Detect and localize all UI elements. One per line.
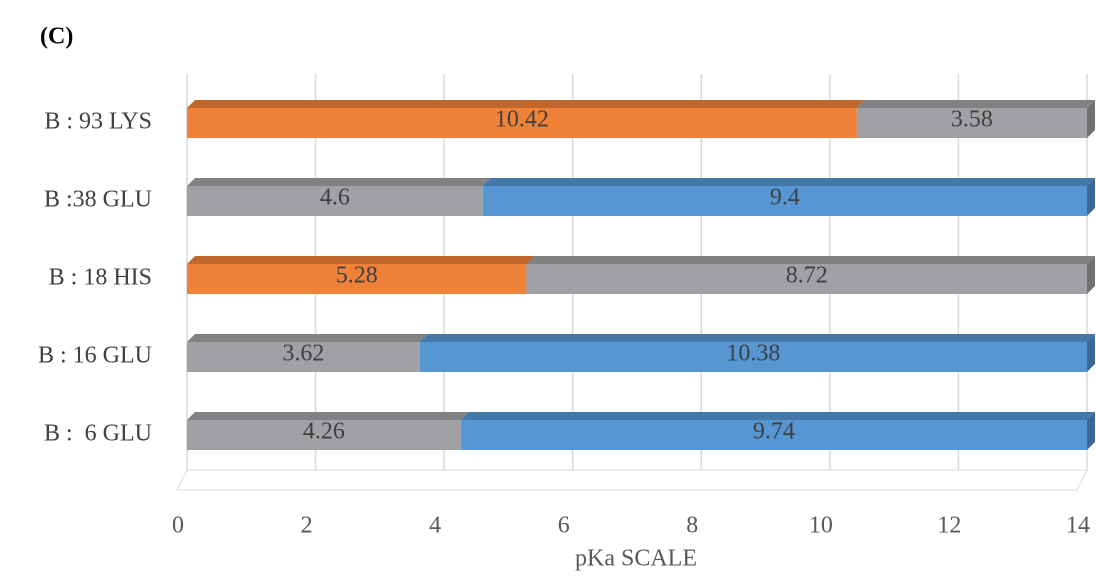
bar-top — [526, 256, 1095, 264]
data-label: 3.62 — [282, 341, 324, 367]
x-axis-title: pKa SCALE — [575, 546, 697, 572]
bar-top — [460, 412, 1095, 420]
y-tick-label: B : 18 HIS — [49, 265, 152, 291]
bar — [482, 186, 1087, 216]
bar — [187, 186, 483, 216]
bar — [187, 108, 857, 138]
bar — [187, 264, 527, 294]
y-tick-label: B : 6 GLU — [44, 421, 152, 447]
bar-side — [1087, 100, 1095, 138]
data-label: 9.74 — [753, 419, 795, 445]
data-label: 4.6 — [320, 185, 350, 211]
bar-top — [419, 334, 1095, 342]
x-tick-label: 12 — [937, 513, 961, 539]
x-tick-label: 10 — [809, 513, 833, 539]
data-label: 8.72 — [786, 263, 828, 289]
x-tick-label: 2 — [301, 513, 313, 539]
x-tick-label: 14 — [1066, 513, 1090, 539]
bar — [856, 108, 1087, 138]
data-label: 10.38 — [726, 341, 780, 367]
bar — [419, 342, 1087, 372]
bar-top — [482, 178, 1095, 186]
bar-top — [856, 100, 1095, 108]
bar-side — [1087, 256, 1095, 294]
bar — [187, 420, 461, 450]
floor — [176, 469, 1088, 491]
bar-top — [187, 178, 491, 186]
y-tick-label: B :38 GLU — [44, 187, 152, 213]
bar-side — [1087, 178, 1095, 216]
panel-label: (C) — [40, 24, 73, 50]
bar-top — [187, 412, 469, 420]
bar-side — [1087, 412, 1095, 450]
bar-top — [187, 100, 865, 108]
x-tick-label: 8 — [686, 513, 698, 539]
data-label: 9.4 — [770, 185, 800, 211]
data-label: 5.28 — [336, 263, 378, 289]
bar — [526, 264, 1087, 294]
y-tick-label: B : 16 GLU — [38, 343, 152, 369]
x-tick-label: 4 — [429, 513, 441, 539]
bar-side — [1087, 334, 1095, 372]
data-label: 3.58 — [951, 107, 993, 133]
data-label: 10.42 — [495, 107, 549, 133]
y-tick-label: B : 93 LYS — [44, 109, 152, 135]
bar-top — [187, 256, 535, 264]
bar-top — [187, 334, 428, 342]
x-tick-label: 0 — [172, 513, 184, 539]
bar — [460, 420, 1087, 450]
bar — [187, 342, 420, 372]
x-tick-label: 6 — [558, 513, 570, 539]
data-label: 4.26 — [303, 419, 345, 445]
